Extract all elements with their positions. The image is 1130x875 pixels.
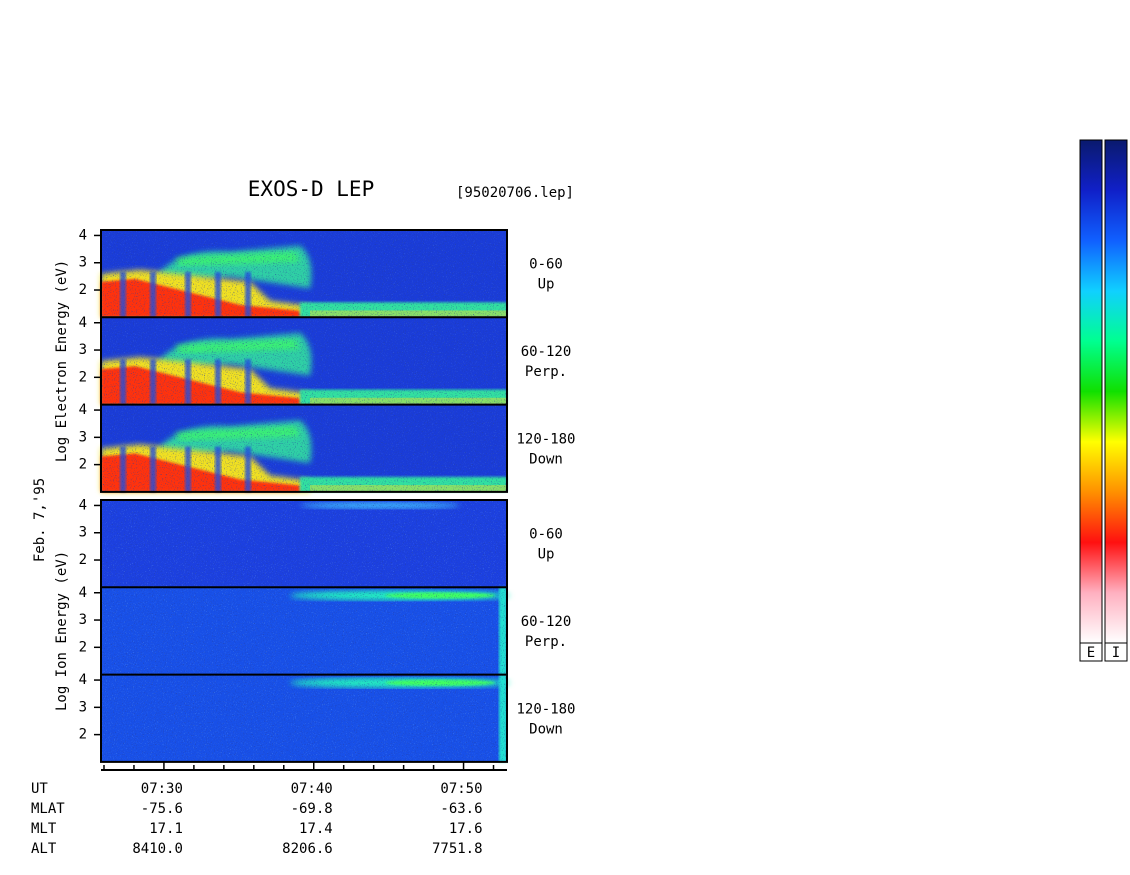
ephemeris-value: 8206.6 — [282, 841, 333, 857]
ephemeris-name: MLAT — [31, 801, 65, 817]
y-tick-label: 3 — [79, 255, 87, 271]
chart-title: EXOS-D LEP — [248, 177, 374, 201]
y-tick-label: 4 — [79, 227, 87, 243]
y-tick-label: 3 — [79, 699, 87, 715]
y-tick-label: 2 — [79, 282, 87, 298]
panel-angle: 120-180 — [516, 431, 575, 447]
y-tick-label: 2 — [79, 457, 87, 473]
colorbar-label: E — [1087, 645, 1095, 661]
panel-direction: Perp. — [525, 364, 567, 380]
spectrogram-panel — [101, 230, 507, 318]
spectrogram-panel — [101, 500, 507, 588]
y-tick-label: 2 — [79, 369, 87, 385]
y-tick-label: 2 — [79, 552, 87, 568]
colorbar — [1104, 139, 1128, 644]
spectrogram-speckle — [101, 587, 507, 675]
y-tick-label: 2 — [79, 727, 87, 743]
panel-direction: Down — [529, 451, 563, 467]
ephemeris-value: 8410.0 — [132, 841, 183, 857]
spectrogram-panel — [101, 404, 507, 492]
spectrogram-speckle — [101, 404, 507, 492]
spectrogram-speckle — [101, 230, 507, 318]
panel-angle: 0-60 — [529, 527, 563, 543]
y-axis-label: Log Ion Energy (eV) — [54, 551, 70, 711]
panel-direction: Up — [538, 547, 555, 563]
colorbar-label-box — [1104, 642, 1128, 662]
x-tick-label: 07:50 — [440, 781, 482, 797]
colorbar-label-box — [1079, 642, 1103, 662]
panel-direction: Perp. — [525, 634, 567, 650]
y-tick-label: 4 — [79, 402, 87, 418]
panel-angle: 60-120 — [521, 614, 572, 630]
ephemeris-value: 7751.8 — [432, 841, 483, 857]
group-frame — [100, 499, 508, 763]
ephemeris-name: MLT — [31, 821, 57, 837]
ephemeris-value: 17.1 — [149, 821, 183, 837]
colorbar-label: I — [1112, 645, 1120, 661]
panel-angle: 0-60 — [529, 257, 563, 273]
spectrogram-speckle — [101, 674, 507, 762]
spectrogram-speckle — [101, 500, 507, 588]
ephemeris-name: ALT — [31, 841, 57, 857]
ephemeris-value: 17.4 — [299, 821, 333, 837]
ephemeris-value: -63.6 — [440, 801, 482, 817]
y-tick-label: 4 — [79, 585, 87, 601]
y-tick-label: 3 — [79, 525, 87, 541]
spectrogram-panel — [101, 674, 510, 762]
y-tick-label: 3 — [79, 429, 87, 445]
colorbar — [1079, 139, 1103, 644]
ephemeris-value: -69.8 — [291, 801, 333, 817]
ephemeris-value: -75.6 — [141, 801, 183, 817]
spectrogram-panel — [101, 317, 507, 405]
ephemeris-name: UT — [31, 781, 48, 797]
x-tick-label: 07:40 — [291, 781, 333, 797]
y-tick-label: 3 — [79, 342, 87, 358]
panel-angle: 120-180 — [516, 701, 575, 717]
y-tick-label: 4 — [79, 497, 87, 513]
spectrogram-speckle — [101, 317, 507, 405]
y-tick-label: 4 — [79, 315, 87, 331]
group-frame — [100, 229, 508, 493]
file-label: [95020706.lep] — [456, 185, 574, 201]
spectrogram-panel — [101, 587, 510, 675]
date-label: Feb. 7,'95 — [32, 478, 48, 562]
y-tick-label: 4 — [79, 672, 87, 688]
y-tick-label: 2 — [79, 639, 87, 655]
ephemeris-value: 17.6 — [449, 821, 483, 837]
panel-direction: Up — [538, 277, 555, 293]
panel-angle: 60-120 — [521, 344, 572, 360]
y-axis-label: Log Electron Energy (eV) — [54, 260, 70, 462]
panel-direction: Down — [529, 721, 563, 737]
x-tick-label: 07:30 — [141, 781, 183, 797]
y-tick-label: 3 — [79, 612, 87, 628]
